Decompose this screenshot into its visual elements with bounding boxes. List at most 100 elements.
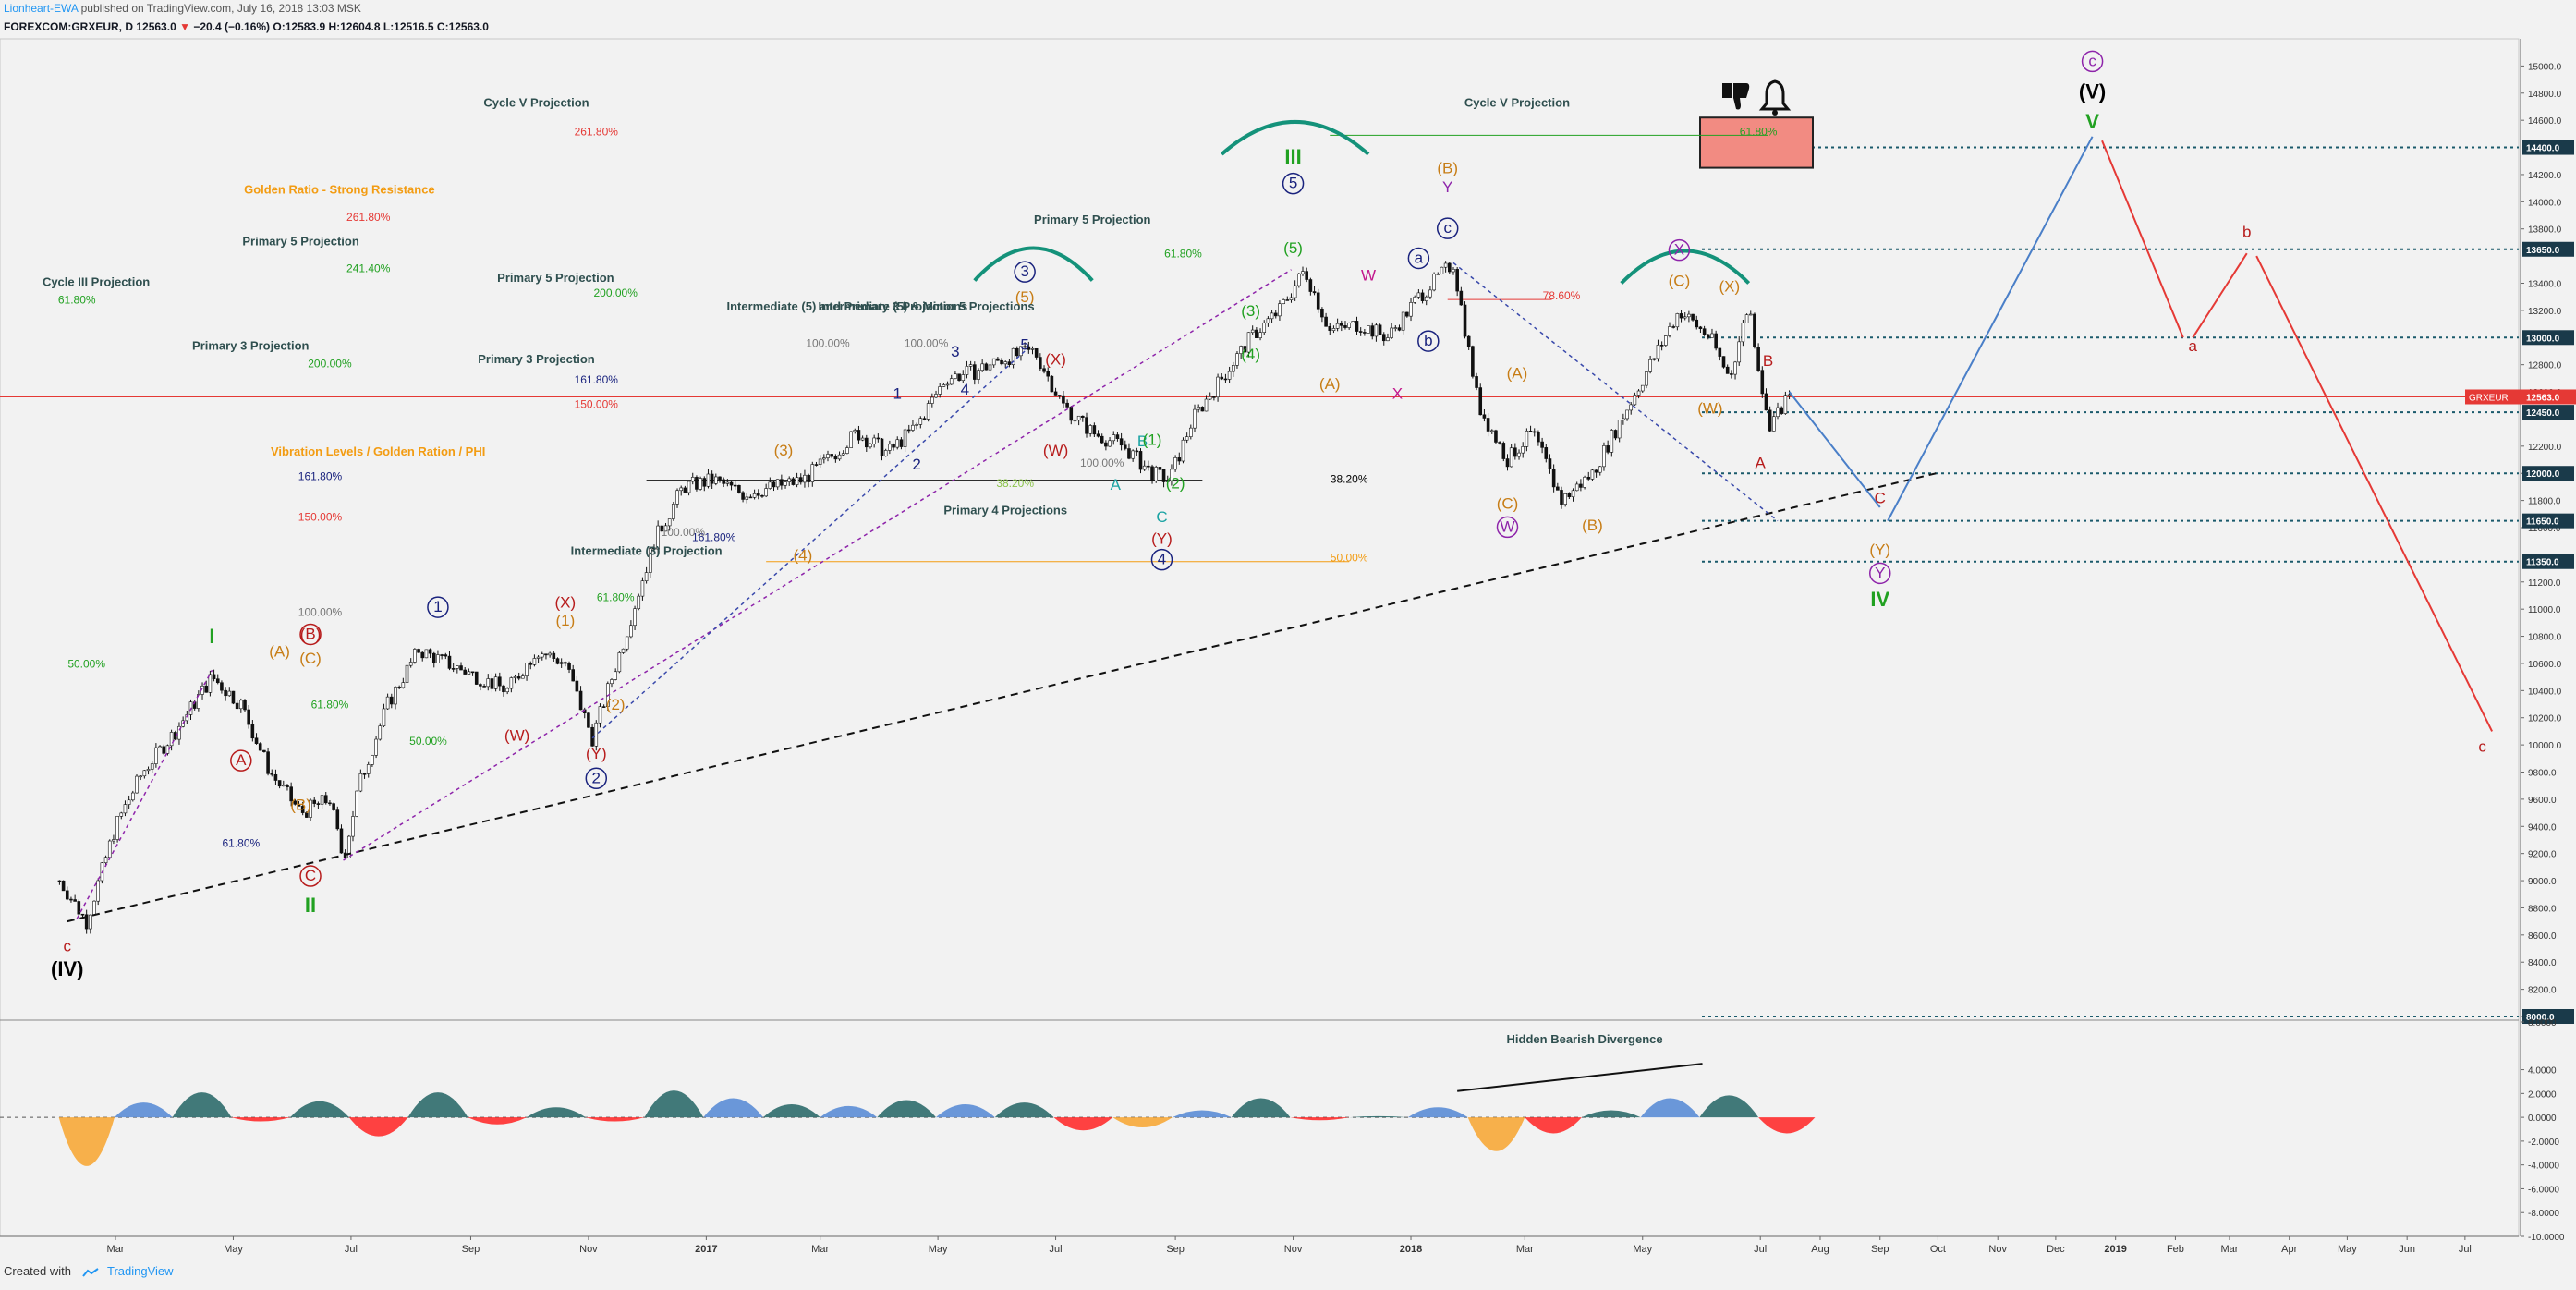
bear-candle	[470, 671, 475, 674]
wave-label-circle	[1668, 238, 1691, 262]
chart-annotation: Intermediate (3) Projection	[571, 543, 723, 557]
wave-label: c	[2088, 52, 2096, 69]
positive-wave-area	[820, 1105, 878, 1118]
chart-annotation: 78.60%	[1543, 289, 1581, 302]
chart-annotation: Intermediate (5) & Minor 5 Projections	[819, 299, 1035, 313]
ohlc-legend: FOREXCOM:GRXEUR, D 12563.0 ▼ −20.4 (−0.1…	[4, 20, 489, 33]
bear-candle	[857, 430, 861, 441]
bull-candle	[795, 477, 799, 485]
positive-wave-area	[1581, 1110, 1641, 1118]
y-tick-label: 11000.0	[2528, 605, 2561, 615]
y-tick-label: 10200.0	[2528, 714, 2562, 724]
bear-candle	[463, 669, 467, 675]
wave-label-circle	[427, 596, 449, 618]
wave-label-circle	[585, 767, 608, 790]
price-scale-badge	[2522, 330, 2574, 346]
bear-candle	[780, 479, 784, 486]
bull-candle	[764, 488, 768, 497]
chart-annotation: 200.00%	[308, 358, 352, 371]
bull-candle	[980, 363, 984, 371]
osc-y-tick-label: -6.0000	[2528, 1185, 2559, 1195]
bull-candle	[96, 880, 101, 902]
bull-candle	[1266, 318, 1270, 323]
bull-candle	[1656, 345, 1660, 359]
bear-candle	[729, 481, 734, 486]
y-tick-label: 14200.0	[2528, 171, 2562, 181]
author-link[interactable]: Lionheart-EWA	[4, 2, 79, 15]
negative-wave-area	[468, 1117, 528, 1125]
wave-label: (1)	[1143, 431, 1162, 448]
bull-candle	[401, 682, 406, 688]
low-value: L:12516.5	[383, 20, 434, 33]
symbol-name[interactable]: FOREXCOM:GRXEUR, D	[4, 20, 134, 33]
bull-candle	[648, 547, 652, 573]
thumbs-down-icon[interactable]	[1722, 83, 1750, 110]
bear-candle	[235, 702, 239, 710]
bull-candle	[1282, 299, 1285, 304]
bull-candle	[988, 364, 992, 371]
bear-candle	[289, 786, 293, 802]
bull-candle	[366, 764, 371, 774]
wave-label-circle	[1282, 172, 1305, 195]
osc-y-tick-label: -10.0000	[2528, 1233, 2565, 1243]
bull-candle	[968, 364, 973, 367]
price-scale-badge	[2522, 1009, 2574, 1024]
chart-annotation: 61.80%	[1740, 125, 1778, 138]
bull-candle	[991, 358, 996, 366]
x-tick-label: Feb	[2167, 1244, 2184, 1255]
wave-label: (B)	[300, 625, 322, 642]
bull-candle	[667, 518, 672, 527]
positive-wave-area	[936, 1104, 995, 1118]
bear-candle	[1355, 321, 1359, 332]
bear-candle	[389, 696, 394, 705]
bear-candle	[899, 439, 904, 447]
wave-label: (Y)	[1869, 541, 1890, 558]
chart-annotation: Intermediate (5) and Primary 3 Projectio…	[726, 299, 967, 313]
bear-candle	[1053, 391, 1058, 396]
bear-candle	[1505, 458, 1510, 468]
positive-wave-area	[1640, 1098, 1700, 1118]
bear-candle	[1177, 457, 1182, 462]
bear-candle	[1768, 409, 1772, 432]
bear-candle	[1764, 393, 1768, 411]
bear-candle	[1567, 493, 1572, 497]
bull-candle	[135, 775, 139, 794]
bull-candle	[436, 654, 440, 663]
bull-candle	[1246, 332, 1251, 353]
chart-annotation: 261.80%	[346, 211, 391, 224]
wave-label: II	[305, 894, 316, 917]
bull-candle	[394, 687, 397, 705]
positive-wave-area	[994, 1102, 1054, 1118]
publish-info: Lionheart-EWA published on TradingView.c…	[4, 2, 361, 15]
chart-annotation: 50.00%	[67, 657, 105, 670]
y-tick-label: 11200.0	[2528, 578, 2561, 589]
y-tick-label: 8400.0	[2528, 958, 2557, 968]
bear-candle	[1212, 396, 1216, 398]
bear-candle	[756, 493, 760, 496]
bear-candle	[258, 743, 262, 751]
chart-annotation: 261.80%	[575, 125, 619, 138]
bull-candle	[1633, 395, 1637, 406]
y-tick-label: 9600.0	[2528, 796, 2557, 806]
wave-label-circle	[1014, 261, 1036, 283]
bell-icon[interactable]	[1758, 79, 1792, 116]
bull-candle	[371, 755, 374, 765]
bear-candle	[710, 473, 714, 484]
bear-candle	[1405, 311, 1409, 317]
wave-label: A	[236, 751, 247, 769]
bull-candle	[1525, 431, 1529, 447]
top-arc	[973, 246, 1094, 282]
bear-candle	[482, 686, 486, 688]
bear-candle	[286, 785, 289, 787]
tradingview-link[interactable]: TradingView	[107, 1264, 174, 1278]
bear-candle	[1092, 425, 1097, 435]
bull-candle	[1030, 347, 1035, 350]
bull-candle	[385, 696, 390, 710]
bull-candle	[687, 481, 691, 493]
bear-candle	[1042, 368, 1046, 372]
bull-candle	[869, 444, 872, 448]
projection-arrow-red	[2192, 252, 2248, 338]
bear-candle	[1455, 269, 1459, 292]
wave-label-circle	[1436, 217, 1459, 239]
